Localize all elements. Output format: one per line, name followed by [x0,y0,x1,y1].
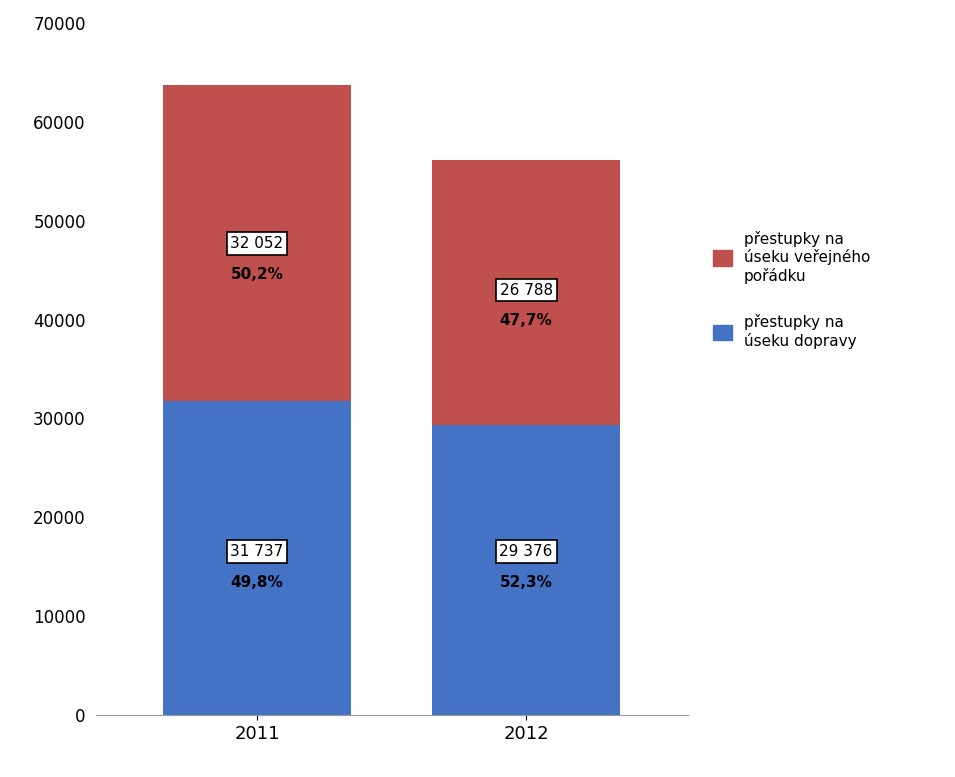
Text: 29 376: 29 376 [499,544,553,559]
Bar [162,401,351,715]
Text: 49,8%: 49,8% [230,574,284,590]
Text: 52,3%: 52,3% [499,574,553,590]
Text: 31 737: 31 737 [230,544,284,559]
Text: 50,2%: 50,2% [230,267,284,282]
Bar [432,160,621,425]
Legend: přestupky na
úseku veřejného
pořádku, přestupky na
úseku dopravy: přestupky na úseku veřejného pořádku, př… [707,225,877,355]
Bar [432,425,621,715]
Text: 47,7%: 47,7% [499,313,553,329]
Text: 26 788: 26 788 [499,283,553,298]
Bar [162,85,351,401]
Text: 32 052: 32 052 [230,236,284,251]
